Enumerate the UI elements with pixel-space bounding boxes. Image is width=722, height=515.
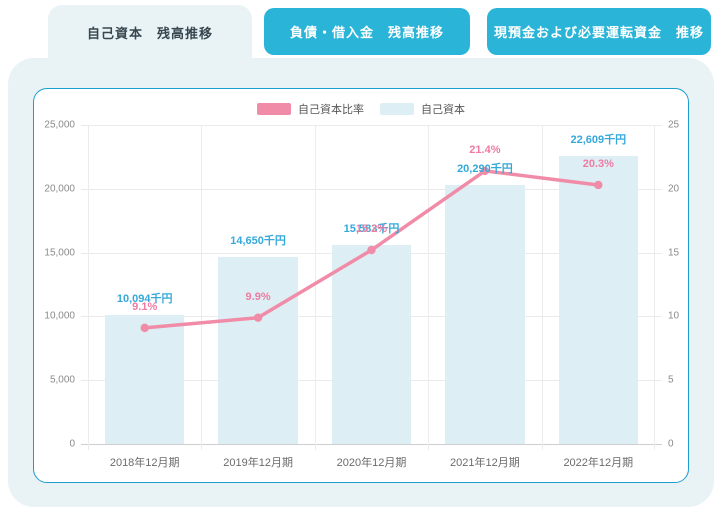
y-axis-tick-left: 25,000	[44, 119, 75, 131]
x-axis-label: 2019年12月期	[223, 457, 293, 469]
bar-value-label: 10,094千円	[116, 293, 173, 306]
category-separator	[88, 125, 89, 450]
legend-label: 自己資本	[421, 104, 465, 116]
tab-cash-working-capital[interactable]: 現預金および必要運転資金 推移	[487, 8, 711, 55]
ratio-data-point[interactable]	[594, 180, 603, 190]
category-separator	[314, 125, 316, 450]
y-axis-tick-right: 15	[668, 247, 680, 259]
category-separator	[654, 125, 655, 450]
equity-bar[interactable]	[105, 315, 185, 444]
ratio-data-point[interactable]	[253, 313, 263, 322]
x-axis-label: 2021年12月期	[450, 457, 520, 469]
equity-bar[interactable]	[218, 257, 298, 444]
tab-label: 現預金および必要運転資金 推移	[493, 25, 704, 40]
gridline	[81, 188, 662, 190]
ratio-data-point[interactable]	[140, 323, 149, 333]
legend-swatch	[257, 103, 291, 115]
ratio-value-label: 15.2%	[355, 223, 388, 236]
gridline	[81, 444, 662, 445]
y-axis-tick-left: 5,000	[49, 374, 75, 386]
category-separator	[541, 125, 543, 450]
chart-legend: 自己資本比率 自己資本	[34, 101, 688, 117]
gridline	[81, 125, 662, 126]
y-axis-tick-left: 15,000	[44, 247, 75, 259]
tab-label: 負債・借入金 残高推移	[289, 25, 444, 40]
y-axis-tick-left: 0	[69, 438, 75, 450]
category-separator	[201, 125, 203, 450]
y-axis-tick-right: 20	[668, 183, 680, 195]
plot-area: 0 0 5,000 5 10,000 10 15,000 15 20,000 20 25,000 25…	[44, 120, 679, 470]
y-axis-tick-right: 25	[668, 119, 680, 131]
category-separator	[428, 125, 430, 450]
equity-bar[interactable]	[331, 245, 412, 444]
ratio-line-chart	[140, 166, 603, 333]
equity-bar[interactable]	[558, 155, 638, 444]
y-axis-tick-right: 5	[668, 374, 674, 386]
x-axis-label: 2022年12月期	[563, 457, 634, 469]
chart-card: 自己資本比率 自己資本 0 0 5,000 5 10,000 10 15,000 15 20,00…	[33, 88, 689, 483]
y-axis-tick-right: 10	[668, 310, 680, 322]
bar-value-label: 15,583千円	[343, 223, 400, 236]
legend-swatch	[380, 103, 414, 115]
ratio-value-label: 20.3%	[582, 157, 614, 170]
ratio-value-label: 9.9%	[245, 290, 271, 303]
ratio-value-label: 21.4%	[469, 143, 501, 156]
y-axis-tick-left: 10,000	[44, 310, 75, 322]
equity-bar[interactable]	[445, 185, 525, 444]
legend-item[interactable]: 自己資本	[380, 101, 465, 117]
x-axis-label: 2018年12月期	[109, 457, 180, 469]
content-panel: 自己資本比率 自己資本 0 0 5,000 5 10,000 10 15,000 15 20,00…	[8, 58, 714, 507]
y-axis-tick-left: 20,000	[44, 183, 75, 195]
tab-debt-loan-balance[interactable]: 負債・借入金 残高推移	[264, 8, 470, 55]
ratio-value-label: 9.1%	[132, 300, 158, 313]
tab-label: 自己資本 残高推移	[86, 25, 213, 41]
bar-value-label: 14,650千円	[230, 235, 286, 248]
y-axis-tick-right: 0	[668, 438, 674, 450]
ratio-data-point[interactable]	[480, 166, 490, 176]
bar-value-label: 20,290千円	[457, 163, 513, 176]
legend-label: 自己資本比率	[298, 104, 364, 116]
x-axis-label: 2020年12月期	[336, 457, 407, 469]
ratio-data-point[interactable]	[367, 245, 376, 255]
legend-item[interactable]: 自己資本比率	[257, 101, 364, 117]
tab-equity-balance[interactable]: 自己資本 残高推移	[48, 5, 252, 59]
bar-value-label: 22,609千円	[570, 133, 627, 146]
